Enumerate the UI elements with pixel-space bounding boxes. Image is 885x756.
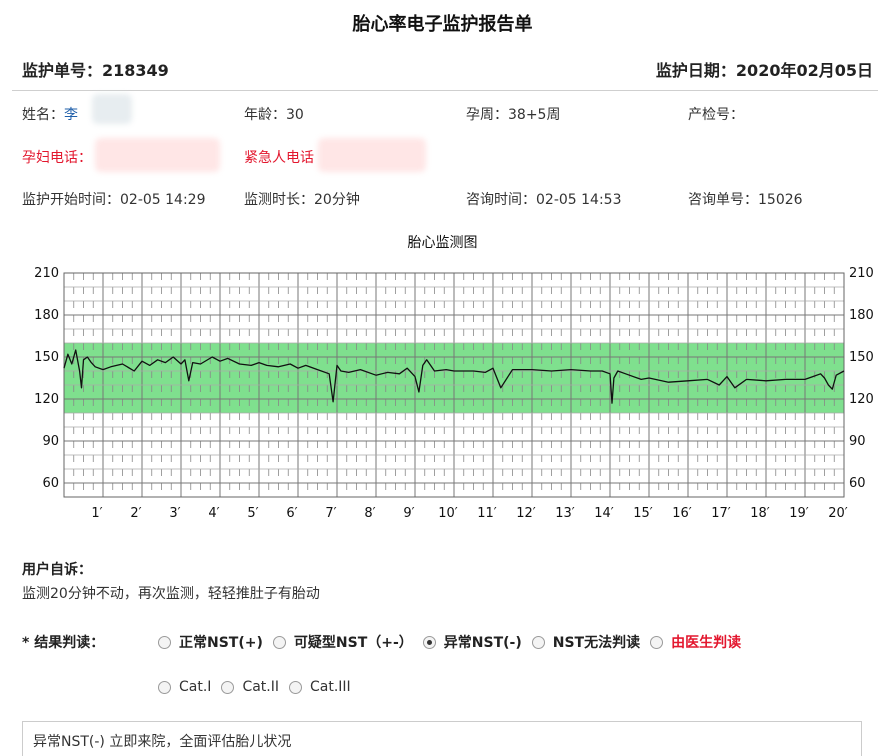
- y-tick-label-right: 180: [849, 308, 874, 323]
- monitor-date: 监护日期：2020年02月05日: [655, 61, 873, 80]
- x-tick-label: 19′: [789, 506, 809, 521]
- redaction-emergency: [318, 138, 426, 172]
- redaction-phone: [95, 138, 220, 172]
- option-cat-2-label: Cat.II: [242, 679, 279, 695]
- option-suspicious-nst[interactable]: 可疑型NST（+-）: [272, 632, 413, 652]
- option-suspicious-nst-label: 可疑型NST（+-）: [293, 635, 413, 651]
- report-title: 胎心率电子监护报告单: [352, 14, 533, 35]
- radio-cat-2[interactable]: [221, 680, 235, 694]
- gestation-weeks: 孕周：38+5周: [466, 107, 561, 123]
- result-options-category: Cat.I Cat.II Cat.III: [158, 679, 361, 695]
- y-tick-label-right: 210: [849, 266, 874, 281]
- complaint-label: 用户自诉：: [22, 562, 92, 578]
- option-abnormal-nst[interactable]: 异常NST(-): [422, 632, 522, 652]
- radio-doctor-judge[interactable]: [650, 635, 664, 649]
- chart-title: 胎心监测图: [407, 235, 478, 251]
- result-conclusion-field[interactable]: 异常NST(-) 立即来院，全面评估胎儿状况: [22, 721, 862, 756]
- x-tick-label: 4′: [208, 506, 219, 521]
- result-label: * 结果判读：: [22, 635, 105, 651]
- y-tick-label-left: 210: [34, 266, 59, 281]
- option-nst-unreadable[interactable]: NST无法判读: [531, 632, 641, 652]
- radio-cat-3[interactable]: [289, 680, 302, 694]
- y-tick-label-right: 90: [849, 434, 866, 449]
- radio-normal-nst[interactable]: [158, 635, 171, 649]
- option-cat-1[interactable]: Cat.I: [158, 679, 211, 695]
- option-cat-3-label: Cat.III: [310, 679, 351, 695]
- x-tick-label: 10′: [438, 506, 458, 521]
- y-tick-label-left: 150: [34, 350, 59, 365]
- emergency-phone-label: 紧急人电话: [244, 150, 314, 166]
- monitor-number: 监护单号：218349: [22, 61, 169, 80]
- radio-abnormal-nst[interactable]: [422, 635, 436, 649]
- header-divider: [12, 90, 878, 91]
- option-normal-nst[interactable]: 正常NST(+): [158, 632, 263, 652]
- plot-frame: [63, 272, 845, 498]
- patient-age: 年龄：30: [244, 107, 304, 123]
- radio-cat-1[interactable]: [158, 680, 171, 694]
- option-doctor-judge-label: 由医生判读: [671, 635, 742, 651]
- complaint-text: 监测20分钟不动，再次监测，轻轻推肚子有胎动: [22, 586, 320, 602]
- radio-suspicious-nst[interactable]: [272, 635, 286, 649]
- option-doctor-judge[interactable]: 由医生判读: [650, 632, 741, 652]
- option-abnormal-nst-label: 异常NST(-): [443, 635, 522, 651]
- redaction-name: [92, 94, 132, 124]
- option-cat-3[interactable]: Cat.III: [289, 679, 351, 695]
- y-tick-label-right: 60: [849, 476, 866, 491]
- y-tick-label-right: 150: [849, 350, 874, 365]
- option-normal-nst-label: 正常NST(+): [179, 635, 263, 651]
- monitor-duration: 监测时长：20分钟: [244, 192, 360, 208]
- x-tick-label: 6′: [286, 506, 297, 521]
- x-tick-label: 14′: [594, 506, 614, 521]
- y-tick-label-left: 120: [34, 392, 59, 407]
- x-tick-label: 16′: [672, 506, 692, 521]
- x-tick-label: 7′: [325, 506, 336, 521]
- monitor-start-time: 监护开始时间：02-05 14:29: [22, 192, 206, 208]
- checkup-number: 产检号：: [688, 107, 744, 123]
- phone-label: 孕妇电话：: [22, 150, 92, 166]
- x-tick-label: 8′: [364, 506, 375, 521]
- x-tick-label: 17′: [711, 506, 731, 521]
- patient-name-value: 李: [64, 107, 78, 123]
- option-cat-1-label: Cat.I: [179, 679, 212, 695]
- x-tick-label: 5′: [247, 506, 258, 521]
- y-tick-label-left: 90: [42, 434, 59, 449]
- y-tick-label-left: 60: [42, 476, 59, 491]
- x-tick-label: 18′: [750, 506, 770, 521]
- x-tick-label: 12′: [516, 506, 536, 521]
- x-tick-label: 2′: [130, 506, 141, 521]
- option-nst-unreadable-label: NST无法判读: [552, 635, 641, 651]
- x-tick-label: 9′: [403, 506, 414, 521]
- x-tick-label: 15′: [633, 506, 653, 521]
- x-tick-label: 1′: [91, 506, 102, 521]
- fhr-series-line: [63, 349, 845, 404]
- patient-name: 姓名：李: [22, 104, 78, 124]
- option-cat-2[interactable]: Cat.II: [221, 679, 279, 695]
- consult-time: 咨询时间：02-05 14:53: [466, 192, 622, 208]
- result-options-nst: 正常NST(+) 可疑型NST（+-） 异常NST(-) NST无法判读 由医生…: [158, 632, 751, 652]
- x-tick-label: 20′: [828, 506, 848, 521]
- x-tick-label: 11′: [477, 506, 497, 521]
- x-tick-label: 3′: [169, 506, 180, 521]
- fetal-heart-rate-chart: 210 210 180 180 150 150 120 120 90 90 60 60 1′ 2′ 3′ 4′…: [34, 266, 874, 521]
- radio-nst-unreadable[interactable]: [531, 635, 545, 649]
- y-tick-label-left: 180: [34, 308, 59, 323]
- patient-name-label: 姓名：: [22, 107, 64, 123]
- y-tick-label-right: 120: [849, 392, 874, 407]
- consult-number: 咨询单号：15026: [688, 192, 803, 208]
- x-tick-label: 13′: [555, 506, 575, 521]
